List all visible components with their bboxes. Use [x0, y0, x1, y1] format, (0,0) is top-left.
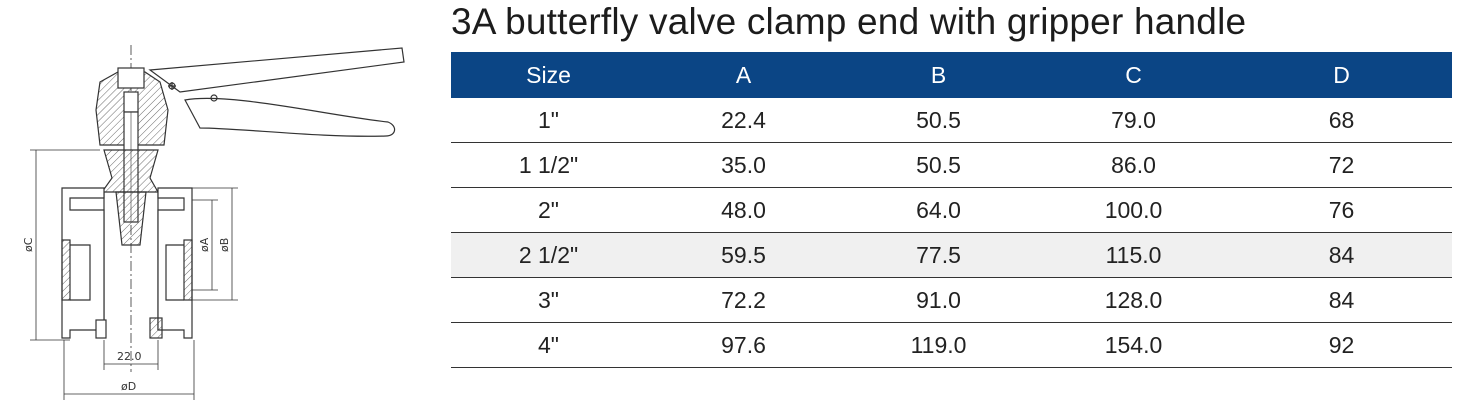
cell-d: 84 [1231, 277, 1452, 323]
cell-c: 128.0 [1036, 277, 1231, 323]
cell-size: 1 1/2" [451, 142, 646, 188]
cell-b: 50.5 [841, 142, 1036, 188]
dimension-table: Size A B C D 1" 22.4 50.5 79.0 68 1 1/2"… [451, 52, 1452, 368]
table-header-row: Size A B C D [451, 52, 1452, 98]
cell-c: 79.0 [1036, 98, 1231, 143]
cell-d: 68 [1231, 98, 1452, 143]
cell-c: 115.0 [1036, 232, 1231, 278]
cell-a: 59.5 [646, 232, 841, 278]
header-b: B [841, 52, 1036, 98]
cell-d: 76 [1231, 187, 1452, 233]
header-d: D [1231, 52, 1452, 98]
cell-c: 100.0 [1036, 187, 1231, 233]
cell-size: 3" [451, 277, 646, 323]
cell-size: 2" [451, 187, 646, 233]
cell-d: 92 [1231, 322, 1452, 368]
cell-a: 97.6 [646, 322, 841, 368]
header-a: A [646, 52, 841, 98]
cell-d: 84 [1231, 232, 1452, 278]
table-row: 2" 48.0 64.0 100.0 76 [451, 187, 1452, 233]
cell-b: 91.0 [841, 277, 1036, 323]
table-row: 2 1/2" 59.5 77.5 115.0 84 [451, 232, 1452, 278]
cell-b: 50.5 [841, 98, 1036, 143]
cell-c: 86.0 [1036, 142, 1231, 188]
cell-a: 35.0 [646, 142, 841, 188]
dimension-lines [30, 149, 238, 400]
dim-c-label: øC [22, 237, 35, 252]
table-row: 1" 22.4 50.5 79.0 68 [451, 98, 1452, 143]
page-title: 3A butterfly valve clamp end with grippe… [451, 1, 1247, 42]
header-c: C [1036, 52, 1231, 98]
table-row: 3" 72.2 91.0 128.0 84 [451, 277, 1452, 323]
cell-b: 64.0 [841, 187, 1036, 233]
valve-outline [61, 45, 405, 372]
cell-size: 1" [451, 98, 646, 143]
table-row: 1 1/2" 35.0 50.5 86.0 72 [451, 142, 1452, 188]
cell-size: 4" [451, 322, 646, 368]
dim-d-label: øD [121, 380, 136, 393]
cell-d: 72 [1231, 142, 1452, 188]
dim-width-label: 22.0 [117, 350, 142, 363]
dim-a-label: øA [198, 237, 211, 252]
dim-b-label: øB [218, 238, 231, 252]
cell-b: 77.5 [841, 232, 1036, 278]
cell-a: 72.2 [646, 277, 841, 323]
header-size: Size [451, 52, 646, 98]
cell-size: 2 1/2" [451, 232, 646, 278]
cell-a: 22.4 [646, 98, 841, 143]
cell-a: 48.0 [646, 187, 841, 233]
cell-b: 119.0 [841, 322, 1036, 368]
table-row: 4" 97.6 119.0 154.0 92 [451, 322, 1452, 368]
valve-technical-drawing: øC øA øB 22.0 øD [22, 45, 405, 400]
cell-c: 154.0 [1036, 322, 1231, 368]
